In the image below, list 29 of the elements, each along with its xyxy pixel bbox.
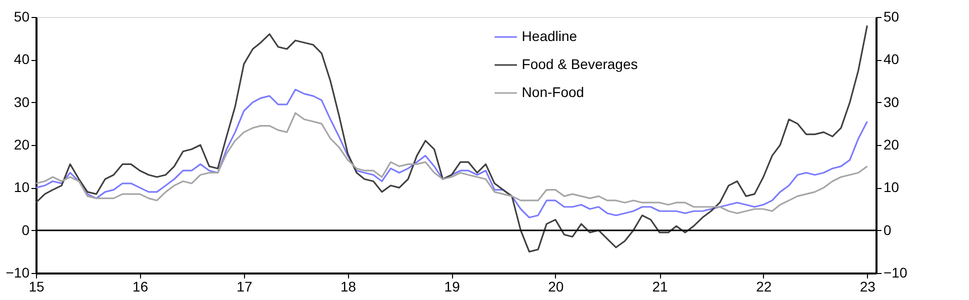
line-series xyxy=(35,112,868,214)
line-series xyxy=(35,88,868,218)
x-tick-label: 17 xyxy=(236,278,252,294)
y-tick-label: −10 xyxy=(6,264,30,280)
x-tick-label: 20 xyxy=(548,278,564,294)
y2-tick-label: −10 xyxy=(884,264,908,280)
y2-tick-label: 20 xyxy=(884,136,900,152)
y2-tick-label: 30 xyxy=(884,94,900,110)
y-tick-label: 40 xyxy=(14,51,30,68)
y-tick-label: 50 xyxy=(14,8,30,24)
legend-label: Headline xyxy=(522,28,578,44)
x-tick-label: 16 xyxy=(132,278,148,294)
x-tick-label: 18 xyxy=(340,278,356,294)
y-tick-label: 10 xyxy=(14,179,30,196)
x-tick-label: 22 xyxy=(756,278,772,294)
y-tick-label: 30 xyxy=(14,94,30,110)
legend-label: Non-Food xyxy=(522,84,584,100)
y2-tick-label: 40 xyxy=(884,51,900,68)
x-tick-label: 21 xyxy=(652,278,668,294)
x-tick-label: 15 xyxy=(28,278,44,294)
y-tick-label: 0 xyxy=(22,222,30,238)
y2-tick-label: 0 xyxy=(884,222,892,238)
x-tick-label: 19 xyxy=(444,278,460,294)
line-series xyxy=(35,24,868,252)
y2-tick-label: 10 xyxy=(884,179,900,196)
legend-label: Food & Beverages xyxy=(522,56,638,72)
x-tick-label: 23 xyxy=(860,278,876,294)
y2-tick-label: 50 xyxy=(884,8,900,24)
y-tick-label: 20 xyxy=(14,136,30,152)
